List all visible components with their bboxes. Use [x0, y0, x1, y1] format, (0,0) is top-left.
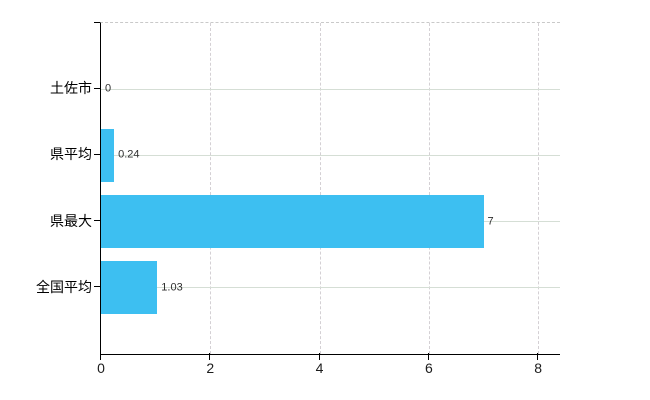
- y-axis-tick: [94, 153, 100, 155]
- x-tick-label: 8: [534, 360, 543, 376]
- y-axis-tick: [94, 220, 100, 222]
- x-tick-label: 4: [315, 360, 324, 376]
- value-label: 7: [487, 215, 494, 228]
- vertical-gridline: [319, 23, 321, 354]
- x-tick-label: 0: [97, 360, 105, 376]
- category-label-土佐市: 土佐市: [50, 80, 92, 97]
- vertical-gridline: [428, 23, 430, 354]
- x-axis-tick: [100, 353, 101, 360]
- category-label-県平均: 県平均: [50, 146, 92, 163]
- plot-area: 0 0.24 7 1.03: [100, 22, 560, 355]
- bar-県最大: [101, 195, 484, 249]
- horizontal-gridline: [101, 287, 560, 289]
- bar-全国平均: [101, 261, 158, 315]
- bar-県平均: [101, 128, 115, 182]
- vertical-gridline: [210, 23, 212, 354]
- x-axis-tick: [209, 353, 211, 360]
- y-axis-tick: [94, 286, 100, 288]
- x-axis-tick: [318, 353, 320, 360]
- horizontal-gridline: [101, 88, 560, 90]
- category-label-県最大: 県最大: [50, 212, 92, 229]
- x-axis-tick: [427, 353, 429, 360]
- y-axis-end-tick: [94, 22, 100, 23]
- horizontal-gridline: [101, 154, 560, 156]
- x-tick-label: 6: [424, 360, 433, 376]
- x-tick-label: 2: [206, 360, 215, 376]
- value-label: 0.24: [118, 148, 140, 161]
- x-axis-tick: [537, 353, 539, 360]
- value-label: 0: [105, 82, 112, 95]
- vertical-gridline: [538, 23, 540, 354]
- category-label-全国平均: 全国平均: [36, 278, 92, 295]
- value-label: 1.03: [161, 281, 183, 294]
- y-axis-tick: [94, 87, 100, 89]
